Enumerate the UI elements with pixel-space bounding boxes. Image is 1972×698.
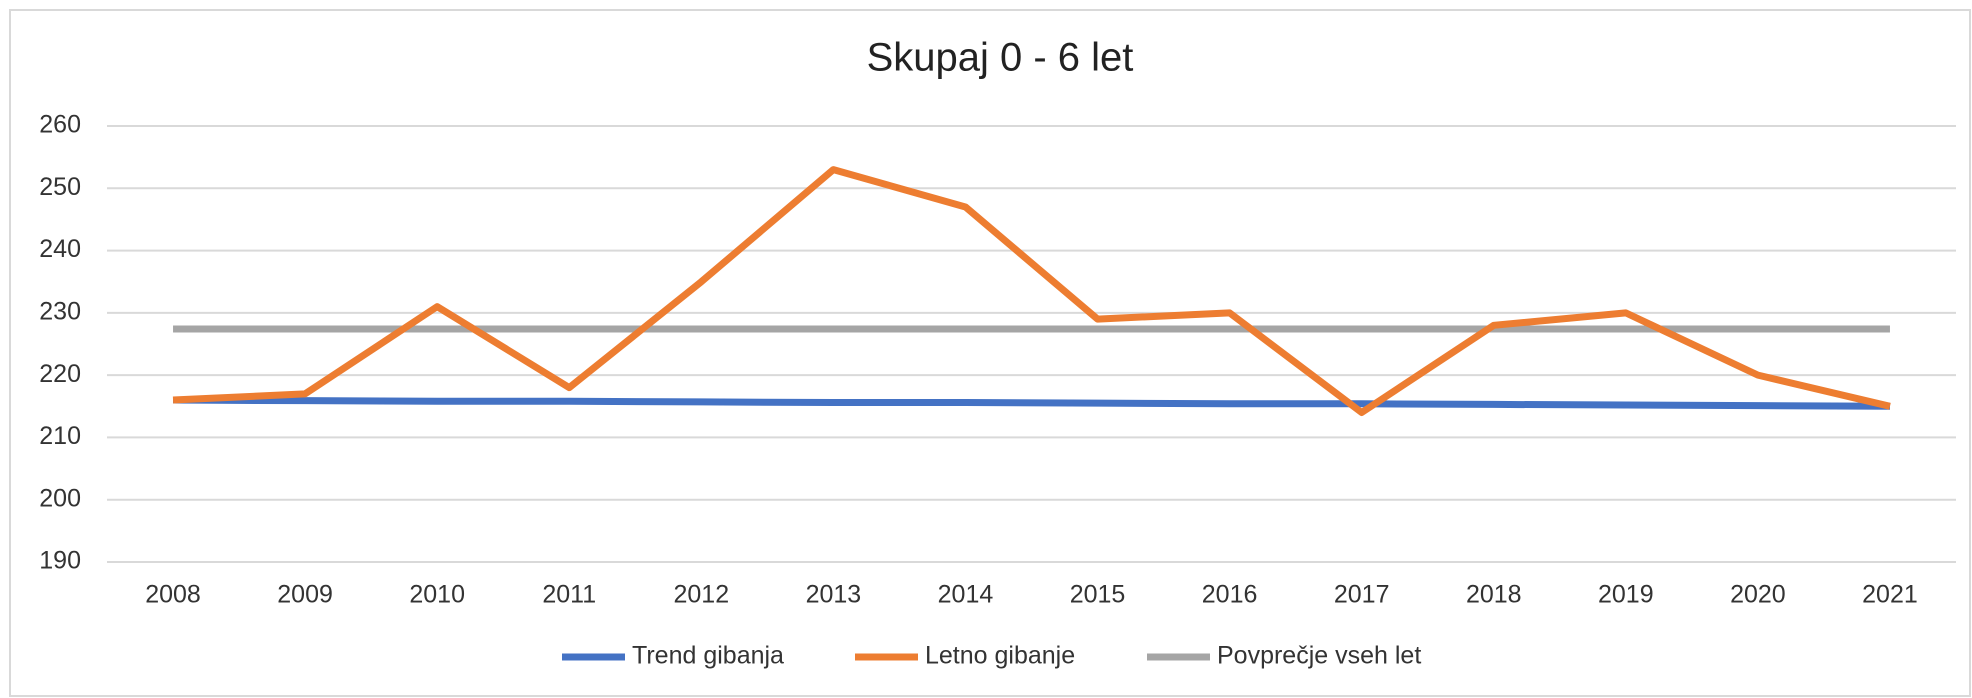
y-tick-label: 200: [39, 484, 81, 512]
x-tick-label: 2008: [145, 581, 201, 609]
x-tick-label: 2009: [277, 581, 333, 609]
x-tick-label: 2020: [1730, 581, 1786, 609]
x-tick-label: 2012: [674, 581, 730, 609]
y-tick-label: 240: [39, 235, 81, 263]
y-tick-label: 230: [39, 297, 81, 325]
legend-label: Letno gibanje: [925, 642, 1075, 670]
x-tick-label: 2018: [1466, 581, 1522, 609]
y-tick-label: 190: [39, 547, 81, 575]
x-tick-label: 2014: [938, 581, 994, 609]
x-tick-label: 2017: [1334, 581, 1390, 609]
x-tick-label: 2013: [806, 581, 862, 609]
legend-label: Povprečje vseh let: [1217, 642, 1421, 670]
y-tick-label: 210: [39, 422, 81, 450]
legend-label: Trend gibanja: [632, 642, 784, 670]
x-tick-label: 2010: [409, 581, 465, 609]
x-tick-label: 2011: [542, 581, 596, 609]
y-tick-label: 220: [39, 360, 81, 388]
x-tick-label: 2019: [1598, 581, 1654, 609]
chart-title: Skupaj 0 - 6 let: [867, 36, 1134, 80]
y-tick-label: 250: [39, 173, 81, 201]
series-line: [172, 166, 1891, 417]
x-tick-label: 2015: [1070, 581, 1126, 609]
x-tick-label: 2021: [1862, 581, 1918, 609]
y-tick-label: 260: [39, 111, 81, 139]
chart-frame: [9, 9, 1971, 697]
series-line: [173, 396, 1890, 410]
x-tick-label: 2016: [1202, 581, 1258, 609]
